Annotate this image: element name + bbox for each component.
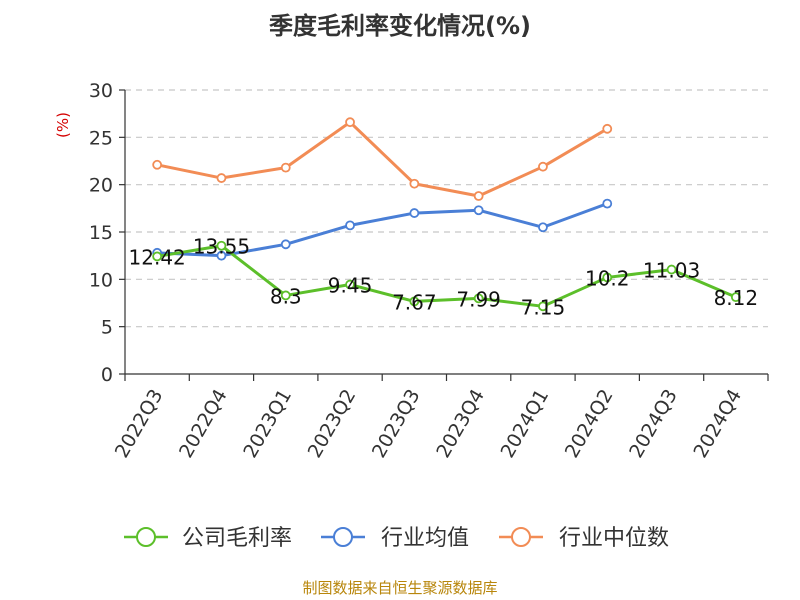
data-point xyxy=(280,162,291,173)
data-point xyxy=(730,292,741,303)
data-point xyxy=(602,198,613,209)
series-layer xyxy=(152,117,741,312)
data-label-layer: 12.42 13.55 8.3 9.45 7.67 7.99 7.15 10.2 11.03 8.… xyxy=(129,235,759,320)
data-point xyxy=(666,264,677,275)
data-point xyxy=(152,251,163,262)
x-tick-label: 2023Q4 xyxy=(432,386,489,462)
data-label: 9.45 xyxy=(328,274,373,298)
data-point xyxy=(602,123,613,134)
y-tick-label: 20 xyxy=(89,175,113,197)
data-point xyxy=(280,290,291,301)
data-point xyxy=(345,220,355,231)
x-tick-label: 2023Q2 xyxy=(304,386,361,462)
y-tick-label: 30 xyxy=(89,80,113,102)
legend-label: 公司毛利率 xyxy=(182,526,292,551)
data-label: 7.15 xyxy=(521,295,566,319)
x-tick-label: 2022Q3 xyxy=(111,386,168,462)
data-point xyxy=(216,250,227,261)
data-point xyxy=(409,296,420,307)
data-point xyxy=(409,178,420,189)
data-label: 8.12 xyxy=(714,286,759,310)
data-label: 13.55 xyxy=(193,235,250,259)
data-label: 12.42 xyxy=(129,245,186,269)
legend-swatch-marker xyxy=(511,527,531,547)
data-point xyxy=(216,173,227,183)
x-tick-label: 2024Q1 xyxy=(497,386,554,462)
x-tick-label: 2022Q4 xyxy=(175,386,232,462)
data-point xyxy=(216,240,227,251)
source-note: 制图数据来自恒生聚源数据库 xyxy=(302,579,497,597)
data-point xyxy=(473,205,484,216)
y-tick-label: 5 xyxy=(101,317,113,339)
x-tick-label: 2023Q3 xyxy=(368,386,425,462)
legend-swatch-marker xyxy=(333,527,353,547)
series-line-2 xyxy=(156,120,609,198)
legend: 公司毛利率 行业均值 行业中位数 xyxy=(124,526,669,551)
legend-label: 行业均值 xyxy=(381,526,469,551)
series-line-0 xyxy=(156,244,737,308)
y-axis-label: (%) xyxy=(54,112,72,138)
data-point xyxy=(152,159,163,170)
legend-swatch-marker xyxy=(136,527,156,547)
grid-layer xyxy=(125,89,768,328)
x-tick-label: 2024Q3 xyxy=(625,386,682,462)
data-point xyxy=(602,272,613,283)
data-label: 7.67 xyxy=(392,290,437,314)
data-label: 10.2 xyxy=(585,266,630,290)
data-point xyxy=(280,239,291,250)
x-tick-label: 2023Q1 xyxy=(239,386,296,462)
data-label: 7.99 xyxy=(456,287,501,311)
chart-title: 季度毛利率变化情况(%) xyxy=(269,12,531,40)
y-tick-label: 10 xyxy=(89,269,113,291)
data-point xyxy=(538,222,548,233)
y-tick-label: 15 xyxy=(89,222,113,244)
data-point xyxy=(345,117,355,128)
data-point xyxy=(473,293,484,304)
data-point xyxy=(538,161,548,172)
data-label: 8.3 xyxy=(270,284,302,308)
y-tick-label: 25 xyxy=(89,127,113,149)
data-point xyxy=(473,191,484,201)
legend-label: 行业中位数 xyxy=(559,526,669,551)
data-point xyxy=(409,208,420,218)
data-point xyxy=(538,301,548,312)
data-label: 11.03 xyxy=(643,259,700,283)
y-tick-label: 0 xyxy=(101,364,113,386)
x-tick-label: 2024Q4 xyxy=(689,386,746,462)
x-tick-label: 2024Q2 xyxy=(561,386,618,462)
data-point xyxy=(345,279,355,290)
